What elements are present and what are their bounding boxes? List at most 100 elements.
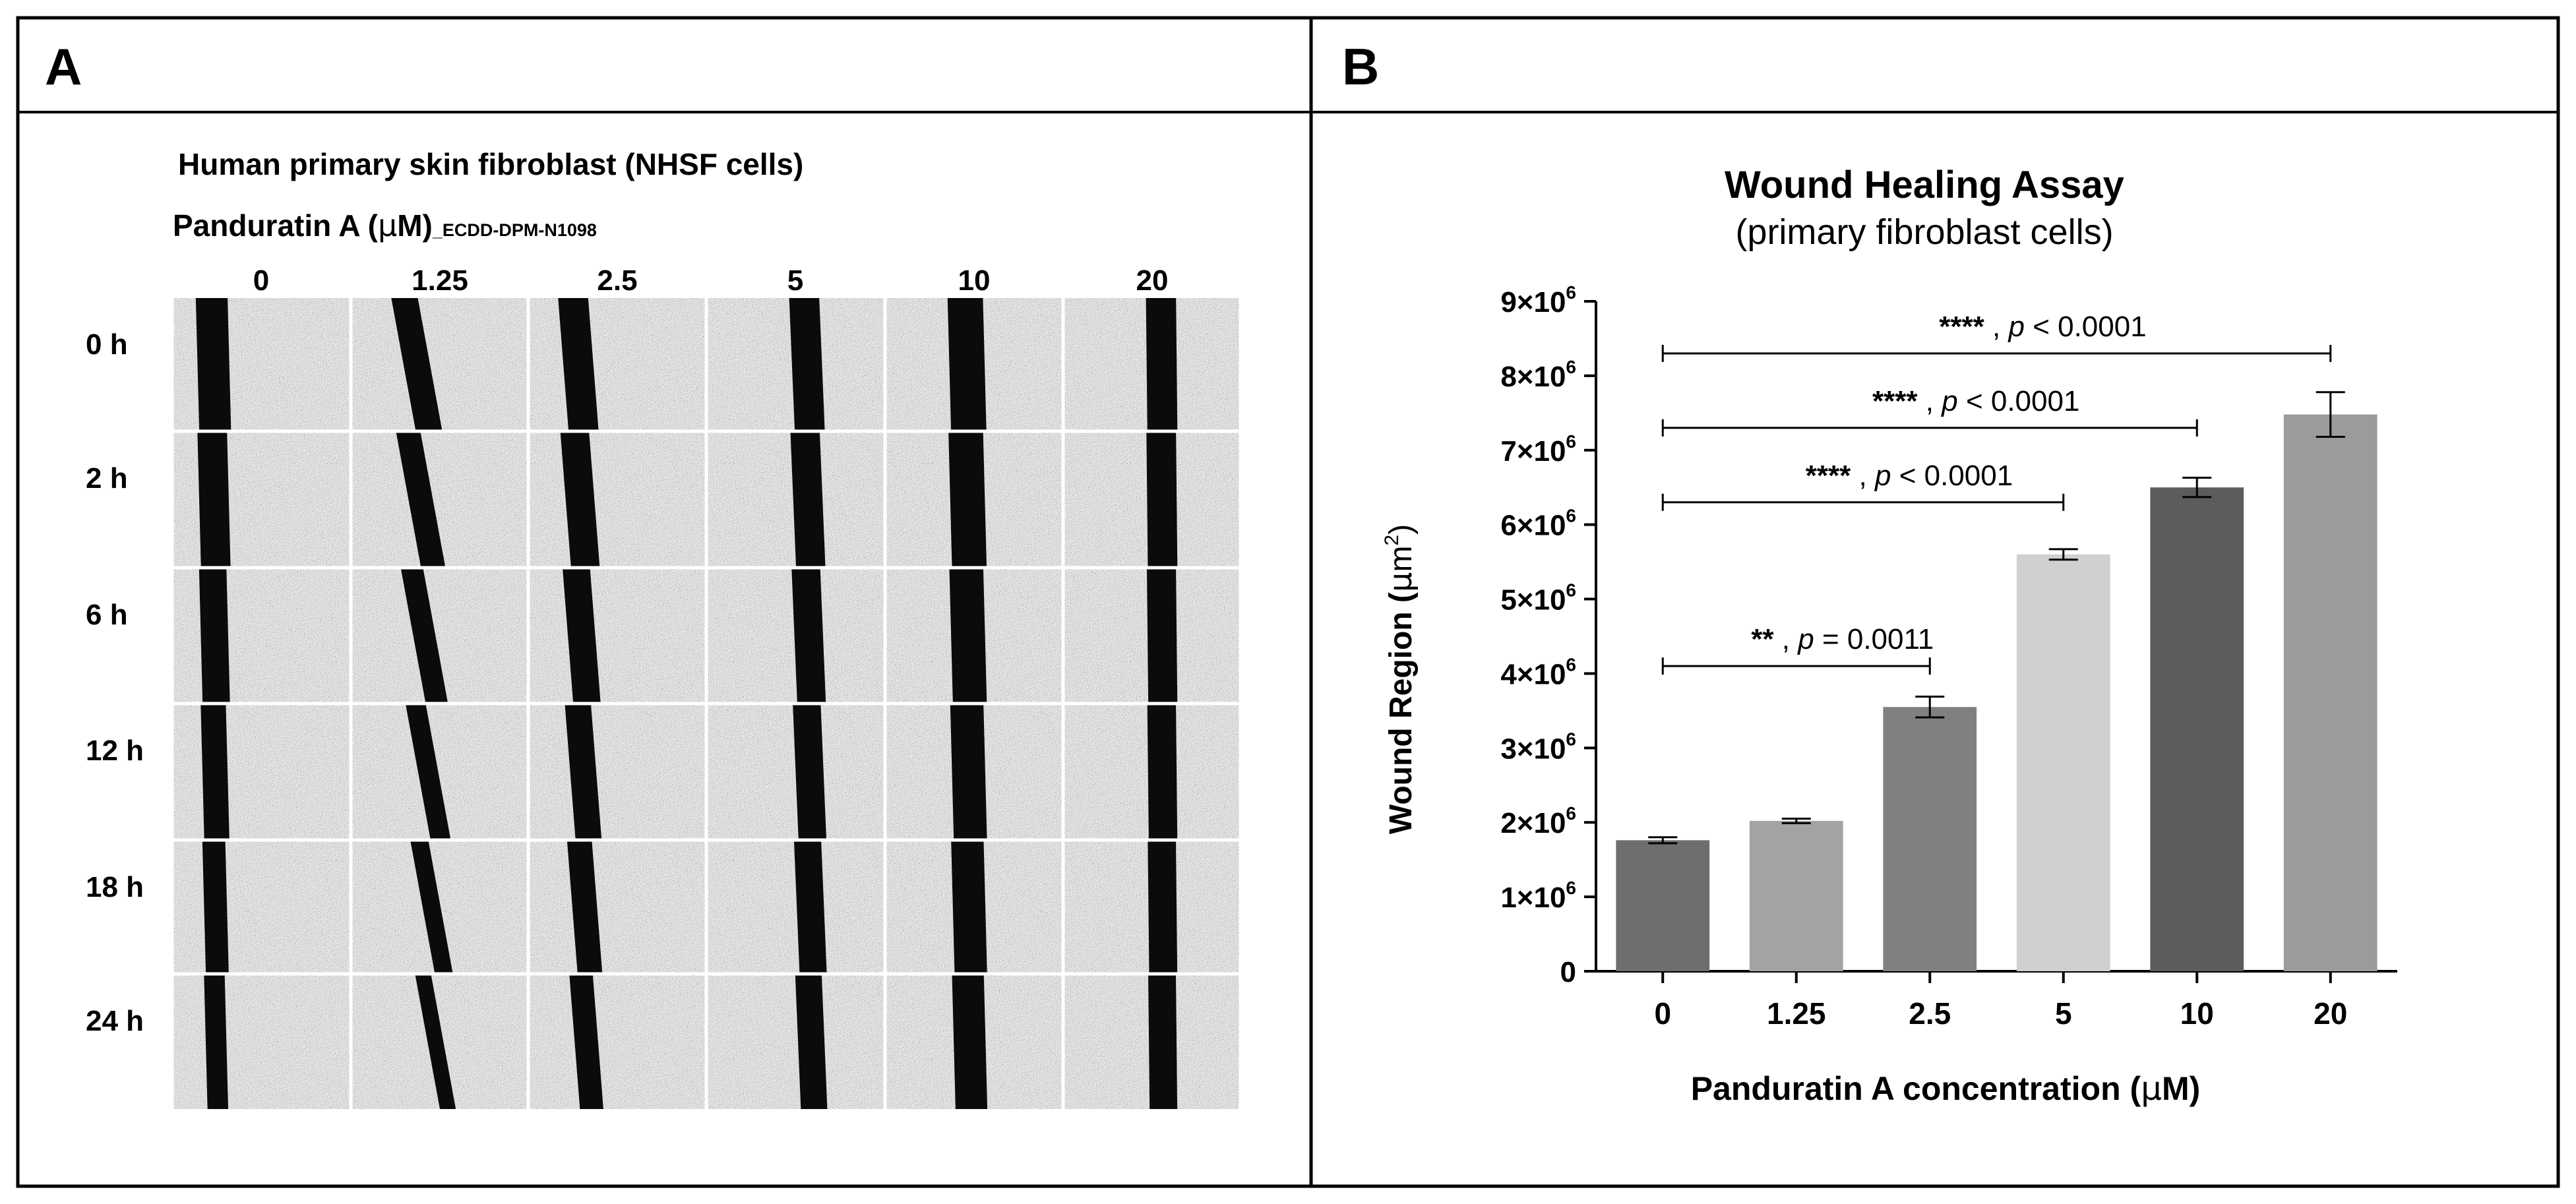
wound-gap — [569, 975, 603, 1109]
significance-bracket — [1661, 493, 2065, 511]
treatment-label-unit: M) — [397, 208, 433, 243]
x-tick-label: 1.25 — [1767, 996, 1826, 1031]
micrograph-tile — [886, 975, 1062, 1109]
y-tick-label: 5×106 — [1500, 580, 1576, 617]
x-axis-label: Panduratin A concentration (μM) — [1691, 1069, 2201, 1108]
wound-gap — [199, 568, 230, 703]
wound-gap — [1146, 568, 1178, 703]
wound-gap — [951, 841, 987, 975]
y-tick-label: 8×106 — [1500, 357, 1576, 393]
x-label-mu: μ — [2141, 1069, 2162, 1108]
micrograph-tile — [1064, 298, 1241, 433]
row-label: 6 h — [86, 599, 128, 631]
panel-a: Human primary skin fibroblast (NHSF cell… — [86, 147, 1242, 1109]
micrograph-tile — [707, 568, 884, 703]
y-label-suffix: ) — [1384, 524, 1419, 535]
micrograph-tile — [707, 432, 884, 566]
micrograph-tile — [886, 704, 1062, 839]
column-label: 0 — [253, 264, 269, 297]
bar — [1883, 707, 1977, 971]
error-bar — [1781, 818, 1811, 824]
cell-texture — [173, 704, 350, 839]
micrograph-tile — [707, 841, 884, 975]
wound-gap — [406, 704, 451, 839]
column-label: 1.25 — [412, 264, 468, 297]
treatment-label-text: Panduratin A ( — [173, 208, 379, 243]
panel-b: Wound Healing Assay (primary fibroblast … — [1381, 164, 2397, 1108]
micrograph-tile — [707, 298, 884, 433]
figure-border — [16, 16, 2560, 1188]
figure-frame — [16, 16, 2560, 1188]
wound-gap — [391, 298, 443, 433]
wound-gap — [952, 975, 988, 1109]
significance-bracket — [1661, 419, 2198, 436]
micrograph-tile — [529, 298, 706, 433]
cell-texture — [173, 841, 350, 975]
wound-gap — [947, 298, 987, 433]
wound-gap — [1148, 841, 1178, 975]
micrograph-tile — [1064, 568, 1241, 703]
cell-texture — [529, 841, 706, 975]
micrograph-tile — [886, 298, 1062, 433]
micrograph-tile — [529, 975, 706, 1109]
chart-plot: 0 1×106 2×106 3×106 4×106 5×106 6×106 7×106 8×10… — [1500, 282, 2397, 1031]
x-tick-label: 10 — [2180, 996, 2214, 1031]
wound-gap — [793, 841, 827, 975]
micrograph-tile — [173, 975, 350, 1109]
error-bar — [1915, 695, 1945, 719]
cell-texture — [529, 568, 706, 703]
x-tick-label: 2.5 — [1909, 996, 1951, 1031]
y-tick-label: 0 — [1560, 956, 1576, 988]
micrograph-tile — [352, 432, 528, 566]
significance-bracket — [1661, 345, 2332, 363]
x-tick-label: 0 — [1654, 996, 1671, 1031]
wound-gap — [789, 298, 825, 433]
micrograph-tile — [173, 432, 350, 566]
panel-a-cell-line-label: Human primary skin fibroblast (NHSF cell… — [178, 147, 803, 181]
significance-label: **** , p < 0.0001 — [1806, 460, 2013, 492]
wound-gap — [410, 841, 454, 975]
wound-gap — [415, 975, 456, 1109]
y-label-prefix: Wound Region ( — [1384, 592, 1419, 834]
micrograph-tile — [1064, 841, 1241, 975]
wound-gap — [396, 432, 446, 566]
significance-label: **** , p < 0.0001 — [1872, 385, 2079, 417]
micrograph-tile — [173, 568, 350, 703]
significance-label: **** , p < 0.0001 — [1939, 311, 2146, 343]
x-tick-label: 20 — [2314, 996, 2347, 1031]
row-label: 24 h — [86, 1005, 144, 1037]
significance-label: ** , p = 0.0011 — [1751, 623, 1934, 655]
y-tick-label: 2×106 — [1500, 803, 1576, 839]
wound-gap — [948, 432, 987, 566]
wound-gap — [950, 704, 987, 839]
column-label: 20 — [1136, 264, 1169, 297]
wound-gap — [558, 298, 599, 433]
micrograph-tile — [707, 704, 884, 839]
bar — [2016, 554, 2110, 971]
wound-gap — [567, 841, 603, 975]
y-tick-label: 3×106 — [1500, 729, 1576, 765]
cell-texture — [352, 298, 528, 433]
chart-subtitle: (primary fibroblast cells) — [1735, 212, 2113, 252]
micrograph-tile — [886, 432, 1062, 566]
micrograph-tile — [886, 841, 1062, 975]
bar — [1749, 820, 1843, 971]
column-label: 2.5 — [597, 264, 637, 297]
micrograph-tile — [529, 704, 706, 839]
micrograph-tile — [707, 975, 884, 1109]
y-label-sup: 2 — [1381, 535, 1403, 546]
y-axis-label: Wound Region (μm2) — [1381, 524, 1419, 834]
y-tick-label: 4×106 — [1500, 654, 1576, 690]
wound-gap — [1148, 975, 1178, 1109]
micrograph-tile — [529, 841, 706, 975]
row-label: 0 h — [86, 328, 128, 361]
wound-gap — [200, 704, 230, 839]
column-label: 5 — [787, 264, 803, 297]
y-tick-label: 7×106 — [1500, 431, 1576, 467]
y-label-mu: μ — [1382, 572, 1419, 593]
cell-texture — [173, 568, 350, 703]
error-bar — [1648, 836, 1678, 845]
wound-gap — [197, 432, 231, 566]
column-label: 10 — [958, 264, 991, 297]
